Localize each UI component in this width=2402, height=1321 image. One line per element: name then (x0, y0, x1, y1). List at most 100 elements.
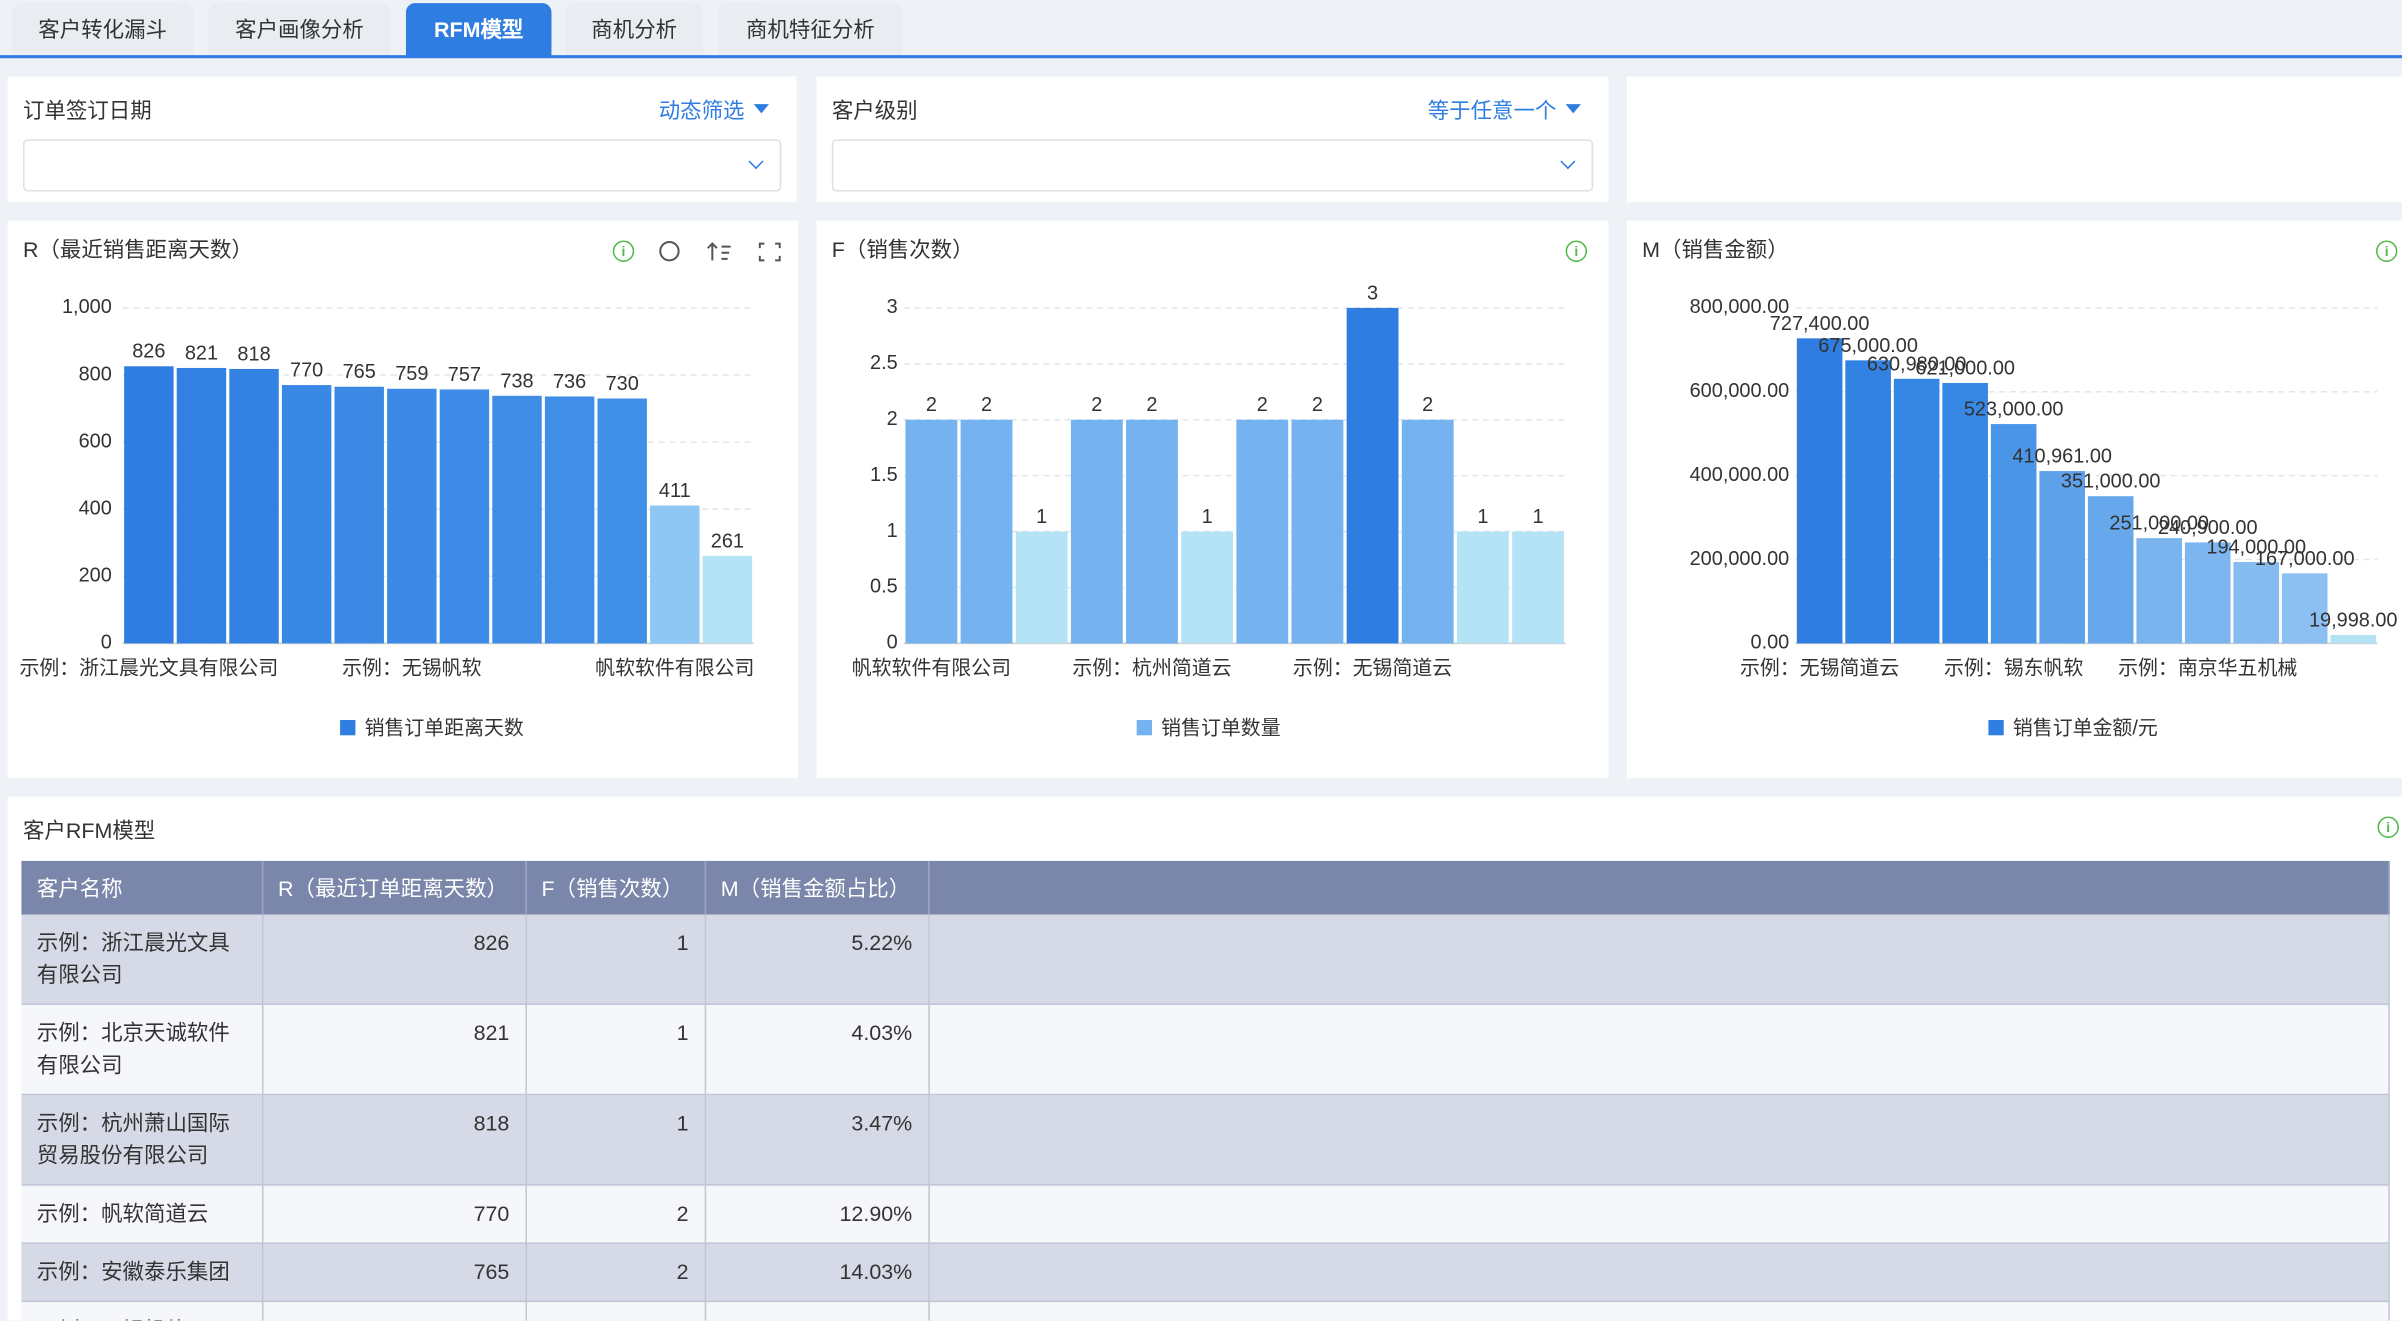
sort-icon[interactable] (707, 242, 731, 261)
table-cell-empty (928, 1243, 2390, 1303)
table-cell: 770 (261, 1184, 527, 1244)
table-cell: 7.29% (704, 1301, 930, 1321)
refresh-icon[interactable] (659, 241, 680, 262)
data-label: 1 (1477, 506, 1488, 528)
y-tick-label: 600 (79, 430, 112, 452)
column-header: R（最近订单距离天数） (261, 860, 527, 915)
y-tick-label: 2 (887, 408, 898, 430)
legend-swatch (340, 719, 356, 736)
bar (2281, 573, 2328, 644)
bar (334, 386, 384, 644)
table-cell: 示例：杭州萧山国际贸易股份有限公司 (21, 1094, 263, 1186)
x-tick-label: 示例：杭州简道云 (1072, 657, 1231, 680)
info-icon[interactable]: i (2377, 816, 2399, 838)
bar (544, 396, 595, 644)
data-label: 826 (132, 341, 165, 363)
tab-active[interactable]: RFM模型 (405, 3, 552, 57)
chart: F（销售次数） 0 0.5 1 1.5 2 2.5 3 2 帆软软件有限公司 2 1 2 2 示例：杭州简道… (832, 238, 1566, 739)
tab[interactable]: 商机特征分析 (718, 3, 903, 57)
bar (597, 398, 647, 644)
tab[interactable]: 客户转化漏斗 (12, 3, 194, 57)
data-label: 630,980.00 (1867, 353, 1967, 375)
bar (1512, 531, 1564, 644)
data-label: 194,000.00 (2206, 537, 2306, 559)
table-panel: 客户RFM模型 i 客户名称 R（最近订单距离天数） F（销售次数） M（销售金额占比… (7, 796, 2402, 1321)
bar (176, 367, 227, 644)
info-icon[interactable]: i (2375, 240, 2398, 262)
header-row: 客户名称 R（最近订单距离天数） F（销售次数） M（销售金额占比） (21, 860, 2390, 915)
data-label: 2 (1422, 394, 1433, 416)
table-cell: 12.90% (704, 1184, 930, 1244)
filter-panel: 客户级别 等于任意一个 (816, 76, 1609, 203)
legend-label: 销售订单数量 (1161, 716, 1281, 739)
table-cell: 2 (525, 1301, 706, 1321)
data-label: 675,000.00 (1818, 335, 1918, 357)
table-cell: 4.03% (704, 1004, 930, 1096)
table-cell: 2 (525, 1243, 706, 1303)
data-label: 240,900.00 (2158, 517, 2258, 539)
chart-panel: R（最近销售距离天数） 0 200 400 600 800 1,000 826 示例：浙江晨光文… (7, 220, 799, 779)
bar (281, 385, 332, 644)
table-cell: 759 (261, 1301, 527, 1321)
filter-label: 订单签订日期 (22, 98, 152, 123)
data-label: 2 (981, 394, 992, 416)
table-row: 示例：杭州萧山国际贸易股份有限公司 818 1 3.47% (21, 1094, 2390, 1186)
x-tick-label: 示例：无锡简道云 (1293, 657, 1452, 680)
info-icon[interactable]: i (612, 240, 635, 262)
x-tick-label: 示例：无锡帆软 (342, 657, 481, 680)
bar (650, 505, 700, 644)
bar (702, 555, 753, 644)
table-cell-empty (928, 1301, 2390, 1321)
bar (124, 366, 174, 644)
filter-select[interactable] (22, 139, 782, 192)
chart-panel: F（销售次数） 0 0.5 1 1.5 2 2.5 3 2 帆软软件有限公司 2 1 2 2 示例：杭州简道… (816, 220, 1609, 779)
filter-mode[interactable]: 等于任意一个 (1428, 95, 1581, 126)
data-label: 821 (185, 342, 218, 364)
bar (1796, 338, 1843, 644)
toolbar (659, 241, 781, 262)
filter-label: 客户级别 (831, 98, 918, 123)
table-cell: 821 (261, 1004, 527, 1096)
filter-select[interactable] (831, 139, 1594, 192)
y-tick-label: 2.5 (870, 352, 898, 374)
table-cell: 示例：北京天诚软件有限公司 (21, 1004, 263, 1096)
data-label: 1 (1202, 506, 1213, 528)
data-label: 765 (343, 361, 376, 383)
data-label: 411 (659, 480, 691, 502)
fullscreen-icon[interactable] (758, 242, 781, 262)
bar (2136, 538, 2182, 644)
bar (492, 395, 542, 644)
bar (2184, 542, 2231, 644)
bar (2039, 471, 2085, 644)
bar (1401, 419, 1454, 644)
data-label: 2 (1091, 394, 1102, 416)
x-tick-label: 帆软软件有限公司 (595, 657, 754, 680)
bar (1070, 419, 1123, 644)
table-row: 示例：安徽泰乐集团 765 2 14.03% (21, 1243, 2390, 1303)
empty-panel (1626, 76, 2402, 203)
y-tick-label: 1,000 (62, 296, 112, 318)
tab[interactable]: 商机分析 (565, 3, 704, 57)
table-cell-empty (928, 1184, 2390, 1244)
table-cell: 1 (525, 1004, 706, 1096)
tab[interactable]: 客户画像分析 (208, 3, 391, 57)
bar (1126, 419, 1178, 644)
y-tick-label: 0 (101, 632, 112, 654)
y-tick-label: 200,000.00 (1690, 548, 1790, 570)
filter-mode[interactable]: 动态筛选 (659, 95, 769, 126)
data-label: 1 (1036, 506, 1047, 528)
data-label: 2 (1257, 394, 1268, 416)
bar (1346, 307, 1399, 644)
table-cell: 1 (525, 914, 706, 1005)
column-header: 客户名称 (21, 860, 263, 915)
y-tick-label: 0.5 (870, 576, 898, 598)
info-icon[interactable]: i (1565, 240, 1588, 262)
y-tick-label: 0.00 (1750, 632, 1789, 654)
y-tick-label: 200 (79, 565, 112, 587)
table-cell: 2 (525, 1184, 706, 1244)
x-tick-label: 示例：无锡简道云 (1740, 657, 1899, 680)
table-cell-empty (928, 1094, 2390, 1186)
bar (2087, 496, 2134, 644)
